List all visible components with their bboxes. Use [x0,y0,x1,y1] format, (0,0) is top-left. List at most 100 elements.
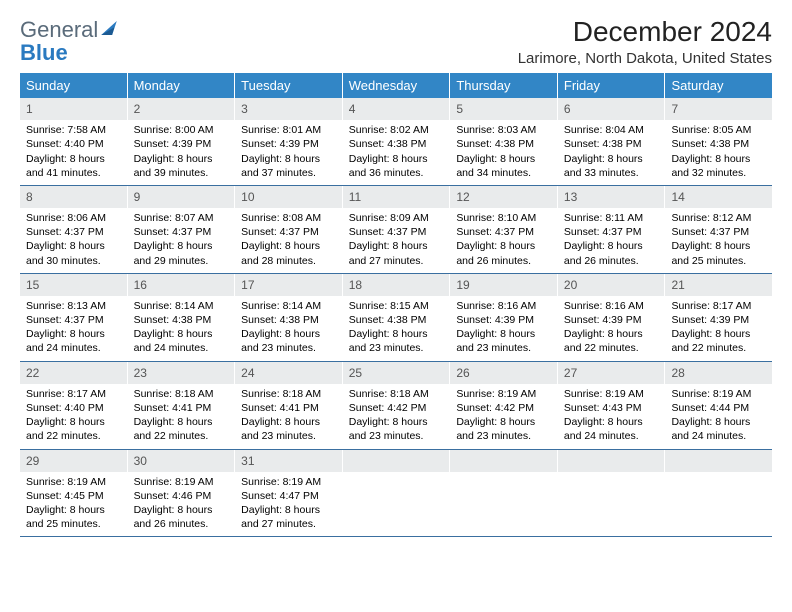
week-row: 15Sunrise: 8:13 AMSunset: 4:37 PMDayligh… [20,274,772,362]
day-body: Sunrise: 8:09 AMSunset: 4:37 PMDaylight:… [343,208,450,273]
day-cell: 30Sunrise: 8:19 AMSunset: 4:46 PMDayligh… [128,450,236,537]
daylight-text-2: and 24 minutes. [671,429,766,443]
day-cell: 10Sunrise: 8:08 AMSunset: 4:37 PMDayligh… [235,186,343,273]
day-cell: 21Sunrise: 8:17 AMSunset: 4:39 PMDayligh… [665,274,772,361]
day-number: 22 [20,362,127,384]
day-cell: 25Sunrise: 8:18 AMSunset: 4:42 PMDayligh… [343,362,451,449]
day-body: Sunrise: 8:18 AMSunset: 4:41 PMDaylight:… [128,384,235,449]
sunrise-text: Sunrise: 8:17 AM [26,387,121,401]
daylight-text-1: Daylight: 8 hours [349,239,444,253]
sunset-text: Sunset: 4:39 PM [564,313,659,327]
sunrise-text: Sunrise: 8:14 AM [134,299,229,313]
sunset-text: Sunset: 4:37 PM [671,225,766,239]
day-body: Sunrise: 8:12 AMSunset: 4:37 PMDaylight:… [665,208,772,273]
day-cell: 16Sunrise: 8:14 AMSunset: 4:38 PMDayligh… [128,274,236,361]
daylight-text-1: Daylight: 8 hours [456,415,551,429]
sunset-text: Sunset: 4:38 PM [134,313,229,327]
sunset-text: Sunset: 4:37 PM [456,225,551,239]
day-body: Sunrise: 8:16 AMSunset: 4:39 PMDaylight:… [558,296,665,361]
day-number: 20 [558,274,665,296]
daylight-text-2: and 23 minutes. [241,429,336,443]
day-body: Sunrise: 8:17 AMSunset: 4:40 PMDaylight:… [20,384,127,449]
day-cell: 14Sunrise: 8:12 AMSunset: 4:37 PMDayligh… [665,186,772,273]
daylight-text-1: Daylight: 8 hours [134,152,229,166]
day-cell: 1Sunrise: 7:58 AMSunset: 4:40 PMDaylight… [20,98,128,185]
daylight-text-2: and 29 minutes. [134,254,229,268]
week-row: 1Sunrise: 7:58 AMSunset: 4:40 PMDaylight… [20,98,772,186]
day-number: 2 [128,98,235,120]
day-number: 5 [450,98,557,120]
sunrise-text: Sunrise: 8:10 AM [456,211,551,225]
day-body: Sunrise: 8:19 AMSunset: 4:42 PMDaylight:… [450,384,557,449]
day-body: Sunrise: 8:17 AMSunset: 4:39 PMDaylight:… [665,296,772,361]
day-cell [450,450,558,537]
dayhead: Saturday [665,73,772,98]
day-body: Sunrise: 8:16 AMSunset: 4:39 PMDaylight:… [450,296,557,361]
day-number: 26 [450,362,557,384]
day-number [450,450,557,472]
sunrise-text: Sunrise: 8:05 AM [671,123,766,137]
daylight-text-2: and 23 minutes. [241,341,336,355]
day-cell [558,450,666,537]
daylight-text-1: Daylight: 8 hours [456,239,551,253]
day-number: 19 [450,274,557,296]
sunrise-text: Sunrise: 8:18 AM [241,387,336,401]
day-cell: 18Sunrise: 8:15 AMSunset: 4:38 PMDayligh… [343,274,451,361]
day-cell: 8Sunrise: 8:06 AMSunset: 4:37 PMDaylight… [20,186,128,273]
daylight-text-1: Daylight: 8 hours [671,415,766,429]
sunrise-text: Sunrise: 8:07 AM [134,211,229,225]
day-cell: 12 Sunrise: 8:10 AMSunset: 4:37 PMDayligh… [450,186,558,273]
sunrise-text: Sunrise: 8:19 AM [134,475,229,489]
logo: GeneralBlue [20,16,118,64]
day-body: Sunrise: 8:15 AMSunset: 4:38 PMDaylight:… [343,296,450,361]
daylight-text-1: Daylight: 8 hours [564,327,659,341]
sunset-text: Sunset: 4:40 PM [26,401,121,415]
day-number: 12 [450,186,557,208]
daylight-text-2: and 30 minutes. [26,254,121,268]
daylight-text-1: Daylight: 8 hours [134,327,229,341]
daylight-text-1: Daylight: 8 hours [241,152,336,166]
day-number: 7 [665,98,772,120]
daylight-text-2: and 39 minutes. [134,166,229,180]
day-body: Sunrise: 7:58 AMSunset: 4:40 PMDaylight:… [20,120,127,185]
day-cell: 28Sunrise: 8:19 AMSunset: 4:44 PMDayligh… [665,362,772,449]
day-body: Sunrise: 8:18 AMSunset: 4:42 PMDaylight:… [343,384,450,449]
daylight-text-2: and 36 minutes. [349,166,444,180]
sunset-text: Sunset: 4:42 PM [349,401,444,415]
daylight-text-1: Daylight: 8 hours [134,503,229,517]
sunrise-text: Sunrise: 8:01 AM [241,123,336,137]
day-cell: 31Sunrise: 8:19 AMSunset: 4:47 PMDayligh… [235,450,343,537]
day-body: Sunrise: 8:14 AMSunset: 4:38 PMDaylight:… [128,296,235,361]
day-number [665,450,772,472]
sunrise-text: Sunrise: 8:16 AM [564,299,659,313]
day-number: 18 [343,274,450,296]
sunset-text: Sunset: 4:37 PM [349,225,444,239]
daylight-text-2: and 26 minutes. [456,254,551,268]
sunset-text: Sunset: 4:44 PM [671,401,766,415]
day-body: Sunrise: 8:14 AMSunset: 4:38 PMDaylight:… [235,296,342,361]
sunrise-text: Sunrise: 8:19 AM [564,387,659,401]
day-cell: 22Sunrise: 8:17 AMSunset: 4:40 PMDayligh… [20,362,128,449]
day-number: 8 [20,186,127,208]
day-body: Sunrise: 8:19 AMSunset: 4:46 PMDaylight:… [128,472,235,537]
day-number: 10 [235,186,342,208]
day-body: Sunrise: 8:02 AMSunset: 4:38 PMDaylight:… [343,120,450,185]
sunset-text: Sunset: 4:37 PM [241,225,336,239]
day-cell: 2Sunrise: 8:00 AMSunset: 4:39 PMDaylight… [128,98,236,185]
daylight-text-1: Daylight: 8 hours [671,152,766,166]
daylight-text-1: Daylight: 8 hours [671,327,766,341]
sunrise-text: Sunrise: 8:13 AM [26,299,121,313]
daylight-text-2: and 24 minutes. [134,341,229,355]
day-number: 9 [128,186,235,208]
day-body: Sunrise: 8:01 AMSunset: 4:39 PMDaylight:… [235,120,342,185]
day-cell: 19Sunrise: 8:16 AMSunset: 4:39 PMDayligh… [450,274,558,361]
day-body: Sunrise: 8:11 AMSunset: 4:37 PMDaylight:… [558,208,665,273]
daylight-text-2: and 22 minutes. [26,429,121,443]
day-body: Sunrise: 8:19 AMSunset: 4:45 PMDaylight:… [20,472,127,537]
day-number: 30 [128,450,235,472]
sunset-text: Sunset: 4:41 PM [134,401,229,415]
day-body: Sunrise: 8:03 AMSunset: 4:38 PMDaylight:… [450,120,557,185]
sunrise-text: Sunrise: 8:19 AM [671,387,766,401]
daylight-text-1: Daylight: 8 hours [241,327,336,341]
day-body: Sunrise: 8:04 AMSunset: 4:38 PMDaylight:… [558,120,665,185]
